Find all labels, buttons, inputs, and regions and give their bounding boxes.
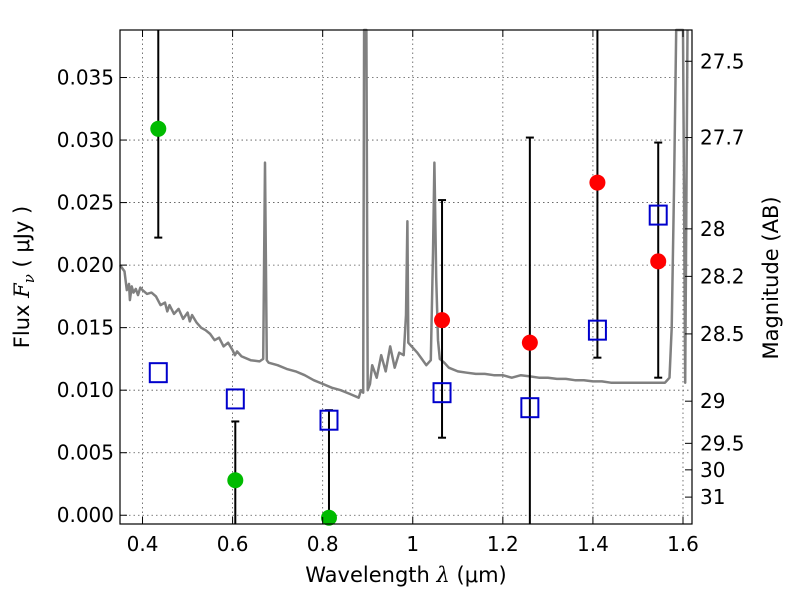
x-tick-label: 1.6 <box>667 532 699 556</box>
marker-group <box>148 120 668 526</box>
data-point <box>650 253 667 270</box>
y-tick-label: 0.035 <box>57 66 114 90</box>
data-point <box>320 509 337 526</box>
magnitude-tick-label: 29 <box>700 389 725 413</box>
magnitude-tick-label: 27.7 <box>700 126 745 150</box>
y-tick-label: 0.020 <box>57 253 114 277</box>
model-point <box>432 382 452 404</box>
y-tick-label: 0.005 <box>57 441 114 465</box>
magnitude-tick-label: 28.5 <box>700 322 745 346</box>
y-axis-label: Flux Fν ( μJy ) <box>10 206 38 348</box>
data-point <box>589 174 606 191</box>
model-point <box>225 388 245 410</box>
y2-axis-label: Magnitude (AB) <box>759 196 783 359</box>
magnitude-tick-label: 28.2 <box>700 264 745 288</box>
magnitude-ticks: 27.5 27.7 28 28.2 28.5 29 29.5 30 31 <box>685 49 745 509</box>
model-point <box>319 409 339 431</box>
model-point <box>587 319 607 341</box>
model-point <box>648 204 668 226</box>
y-ticks: 0.000 0.005 0.010 0.015 0.020 0.025 0.030 0.035 <box>57 66 127 527</box>
model-point <box>148 362 168 384</box>
y-tick-label: 0.000 <box>57 503 114 527</box>
data-point <box>227 472 244 489</box>
data-point <box>150 120 167 137</box>
x-ticks: 0.4 0.6 0.8 1 1.2 1.4 1.6 <box>127 30 699 556</box>
y-tick-label: 0.010 <box>57 378 114 402</box>
magnitude-tick-label: 27.5 <box>700 49 745 73</box>
plot-frame <box>119 29 693 525</box>
y-tick-label: 0.015 <box>57 316 114 340</box>
data-point <box>434 312 451 329</box>
errorbar-group <box>154 30 663 524</box>
magnitude-tick-label: 30 <box>700 458 725 482</box>
y-tick-label: 0.030 <box>57 128 114 152</box>
magnitude-tick-label: 31 <box>700 485 725 509</box>
x-tick-label: 0.8 <box>307 532 339 556</box>
x-tick-label: 0.4 <box>127 532 159 556</box>
data-point <box>521 334 538 351</box>
magnitude-tick-label: 28 <box>700 217 725 241</box>
model-point <box>520 397 540 419</box>
x-tick-label: 1.2 <box>487 532 519 556</box>
sed-curve <box>118 28 689 399</box>
x-tick-label: 1 <box>406 532 419 556</box>
magnitude-tick-label: 29.5 <box>700 431 745 455</box>
x-tick-label: 1.4 <box>577 532 609 556</box>
sed-curve-group <box>118 28 689 399</box>
x-tick-label: 0.6 <box>217 532 249 556</box>
x-axis-label: Wavelength λ (μm) <box>305 563 506 587</box>
y-tick-label: 0.025 <box>57 191 114 215</box>
